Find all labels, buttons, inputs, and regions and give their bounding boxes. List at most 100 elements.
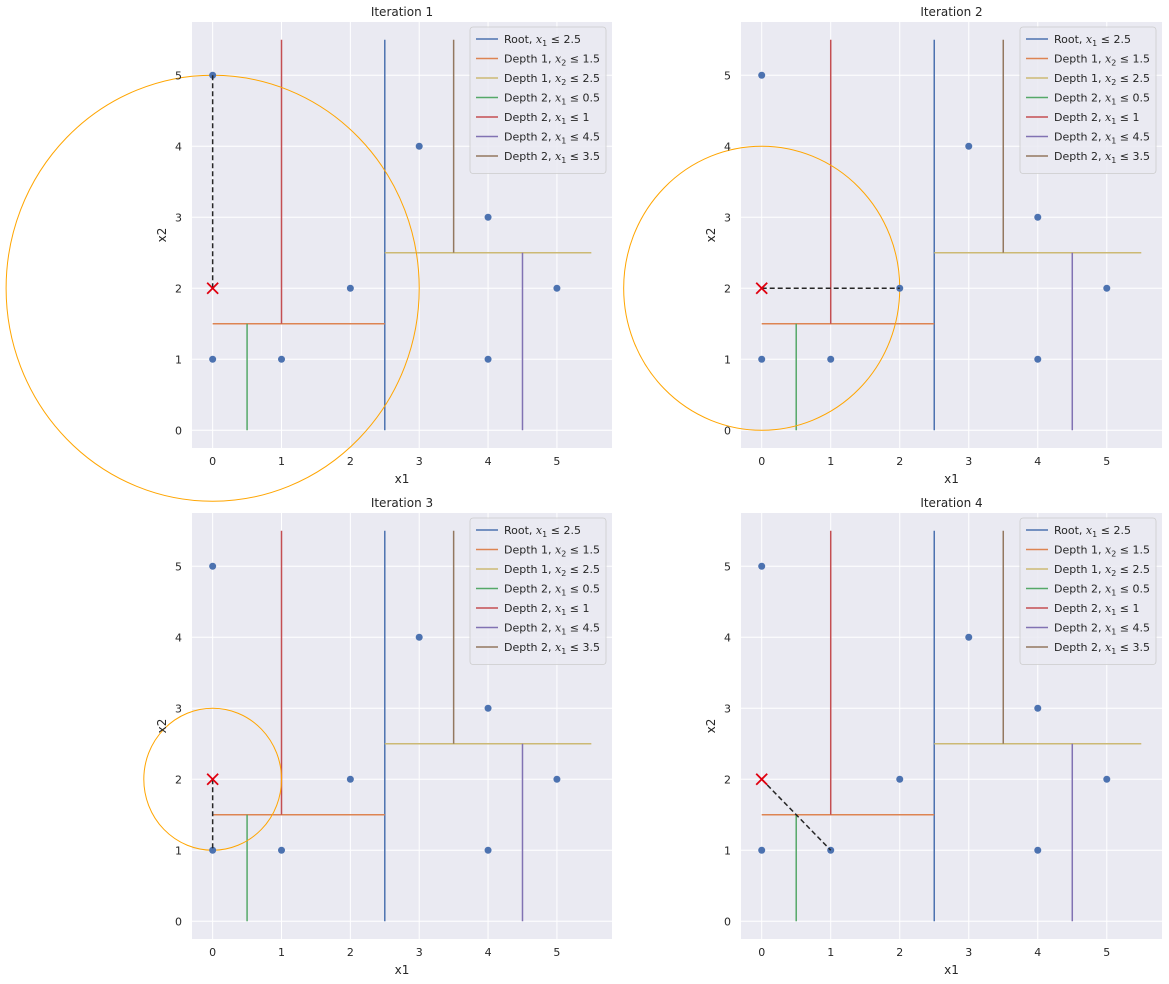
legend-entry: Depth 2, x1 ≤ 4.5: [1054, 622, 1150, 637]
x-tick-label: 5: [553, 946, 560, 959]
y-tick-label: 2: [724, 282, 731, 295]
legend-entry: Depth 2, x1 ≤ 0.5: [1054, 583, 1150, 598]
x-tick-label: 4: [1034, 946, 1041, 959]
data-point: [553, 775, 561, 783]
x-tick-label: 1: [827, 946, 834, 959]
query-marker: [755, 282, 768, 295]
legend-entry: Depth 1, x2 ≤ 1.5: [1054, 53, 1150, 68]
y-tick-label: 0: [175, 424, 182, 437]
y-tick-label: 5: [175, 560, 182, 573]
legend-entry: Depth 1, x2 ≤ 2.5: [504, 72, 600, 87]
legend: Root, x1 ≤ 2.5 Depth 1, x2 ≤ 1.5 Depth 1, …: [469, 517, 607, 665]
y-axis-label: x2: [155, 228, 169, 243]
x-tick-label: 1: [827, 455, 834, 468]
legend-entry: Depth 2, x1 ≤ 3.5: [504, 641, 600, 656]
legend-entry: Depth 2, x1 ≤ 1: [504, 111, 590, 126]
data-point: [965, 142, 973, 150]
data-point: [346, 284, 354, 292]
x-tick-label: 5: [1103, 946, 1110, 959]
data-point: [1034, 213, 1042, 221]
x-tick-label: 2: [347, 455, 354, 468]
legend-entry: Depth 1, x2 ≤ 1.5: [1054, 544, 1150, 559]
legend-frame: [469, 517, 607, 665]
y-axis-label: x2: [704, 719, 718, 734]
data-point: [1034, 355, 1042, 363]
y-axis-label: x2: [704, 228, 718, 243]
data-point: [415, 633, 423, 641]
x-axis-label: x1: [944, 963, 959, 977]
x-tick-label: 5: [553, 455, 560, 468]
x-tick-label: 4: [485, 455, 492, 468]
y-tick-label: 4: [175, 140, 182, 153]
data-point: [758, 355, 766, 363]
y-axis-label: x2: [155, 719, 169, 734]
y-tick-label: 5: [175, 69, 182, 82]
x-axis-label: x1: [944, 472, 959, 486]
x-tick-label: 0: [209, 946, 216, 959]
data-point: [758, 71, 766, 79]
legend-entry: Depth 2, x1 ≤ 1: [1054, 602, 1140, 617]
data-point: [484, 213, 492, 221]
y-tick-label: 0: [724, 424, 731, 437]
data-point: [896, 775, 904, 783]
x-tick-label: 3: [965, 455, 972, 468]
legend-entry: Depth 2, x1 ≤ 0.5: [504, 92, 600, 107]
legend: Root, x1 ≤ 2.5 Depth 1, x2 ≤ 1.5 Depth 1, …: [1019, 26, 1157, 174]
y-tick-label: 2: [724, 773, 731, 786]
x-tick-label: 3: [416, 946, 423, 959]
x-axis-label: x1: [395, 963, 410, 977]
legend-entry: Depth 2, x1 ≤ 4.5: [504, 131, 600, 146]
subplot-title: Iteration 1: [371, 5, 433, 19]
legend-frame: [1019, 517, 1157, 665]
data-point: [758, 562, 766, 570]
legend-entry: Depth 1, x2 ≤ 2.5: [1054, 72, 1150, 87]
subplot-4: 0 1 2 3 4 5 0 1 2 3 4 5 Iteration 4 x1 x2 Root, x1 ≤ 2.…: [704, 496, 1162, 977]
x-tick-label: 3: [416, 455, 423, 468]
subplot-title: Iteration 3: [371, 496, 433, 510]
legend-entry: Depth 2, x1 ≤ 1: [504, 602, 590, 617]
data-point: [758, 846, 766, 854]
legend: Root, x1 ≤ 2.5 Depth 1, x2 ≤ 1.5 Depth 1, …: [1019, 517, 1157, 665]
x-tick-label: 5: [1103, 455, 1110, 468]
x-axis-label: x1: [395, 472, 410, 486]
y-tick-label: 3: [175, 211, 182, 224]
y-tick-label: 1: [175, 844, 182, 857]
x-tick-label: 2: [896, 946, 903, 959]
legend-entry: Depth 1, x2 ≤ 1.5: [504, 544, 600, 559]
x-tick-label: 1: [278, 946, 285, 959]
x-tick-label: 4: [485, 946, 492, 959]
data-point: [484, 704, 492, 712]
legend-entry: Depth 2, x1 ≤ 3.5: [1054, 641, 1150, 656]
query-marker: [206, 773, 219, 786]
subplot-2: 0 1 2 3 4 5 0 1 2 3 4 5 Iteration 2 x1 x2 Root, x1 ≤ 2.…: [623, 5, 1162, 486]
x-tick-label: 0: [209, 455, 216, 468]
legend-entry: Depth 1, x2 ≤ 2.5: [1054, 563, 1150, 578]
data-point: [209, 355, 217, 363]
legend-entry: Root, x1 ≤ 2.5: [504, 33, 581, 48]
y-tick-label: 1: [175, 353, 182, 366]
legend-entry: Depth 1, x2 ≤ 1.5: [504, 53, 600, 68]
legend-frame: [1019, 26, 1157, 174]
nearest-link: [761, 778, 832, 851]
data-point: [278, 355, 286, 363]
subplot-3: 0 1 2 3 4 5 0 1 2 3 4 5 Iteration 3 x1 x2 Root, x1 ≤ 2.…: [143, 496, 612, 977]
legend-entry: Root, x1 ≤ 2.5: [1054, 33, 1131, 48]
legend-frame: [469, 26, 607, 174]
legend: Root, x1 ≤ 2.5 Depth 1, x2 ≤ 1.5 Depth 1, …: [469, 26, 607, 174]
y-tick-label: 4: [724, 140, 731, 153]
query-marker: [755, 773, 768, 786]
y-tick-label: 0: [175, 915, 182, 928]
y-tick-label: 5: [724, 560, 731, 573]
y-tick-label: 1: [724, 353, 731, 366]
x-tick-label: 1: [278, 455, 285, 468]
legend-entry: Depth 2, x1 ≤ 0.5: [504, 583, 600, 598]
legend-entry: Root, x1 ≤ 2.5: [504, 524, 581, 539]
x-tick-label: 0: [758, 946, 765, 959]
data-point: [209, 846, 217, 854]
data-point: [415, 142, 423, 150]
x-tick-label: 3: [965, 946, 972, 959]
data-point: [827, 355, 835, 363]
data-point: [1103, 284, 1111, 292]
y-tick-label: 5: [724, 69, 731, 82]
